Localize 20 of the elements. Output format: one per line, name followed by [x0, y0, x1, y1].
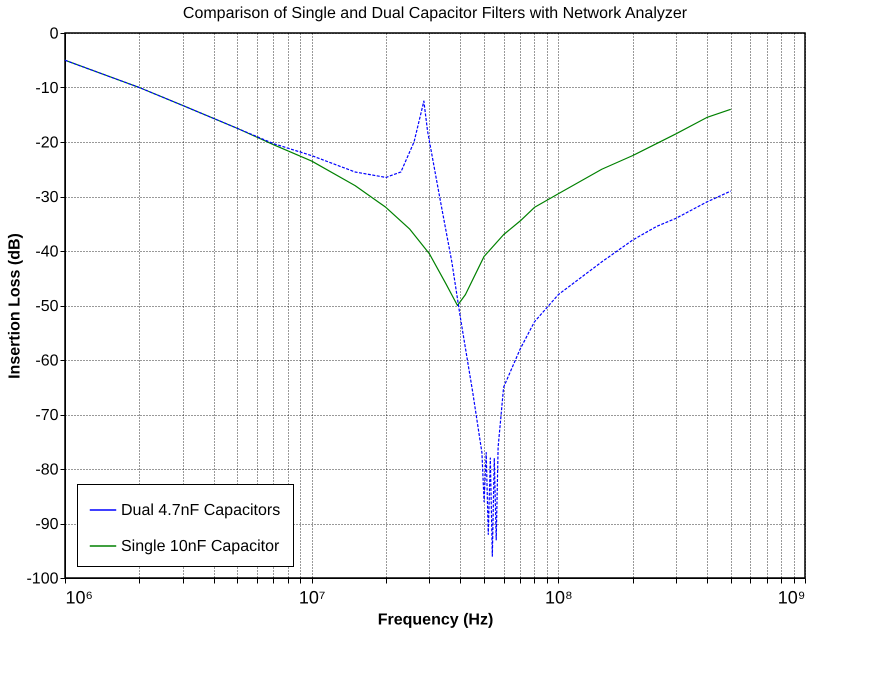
y-tick-label: -90 [35, 516, 59, 533]
y-tick-label: 0 [50, 26, 59, 42]
legend-label: Dual 4.7nF Capacitors [121, 502, 280, 519]
x-tick-label: 10⁸ [545, 588, 573, 608]
chart-title: Comparison of Single and Dual Capacitor Filters with Network Analyzer [182, 5, 688, 22]
y-axis-title: Insertion Loss (dB) [6, 233, 24, 379]
y-tick-label: -30 [35, 189, 59, 206]
y-tick-label: -40 [35, 244, 59, 260]
y-tick-label: -50 [35, 298, 59, 315]
x-axis-title: Frequency (Hz) [378, 612, 494, 628]
y-tick-label: -80 [35, 462, 59, 478]
x-tick-label: 10⁷ [298, 588, 326, 608]
y-tick-label: -20 [35, 134, 59, 152]
legend-label: Single 10nF Capacitor [121, 538, 280, 555]
x-tick-label: 10⁶ [66, 588, 93, 608]
y-tick-label: -60 [35, 352, 59, 370]
y-tick-label: -10 [35, 80, 59, 97]
y-tick-label: -70 [35, 407, 59, 424]
y-tick-label: -100 [26, 570, 59, 588]
x-tick-label: 10⁹ [778, 588, 806, 608]
